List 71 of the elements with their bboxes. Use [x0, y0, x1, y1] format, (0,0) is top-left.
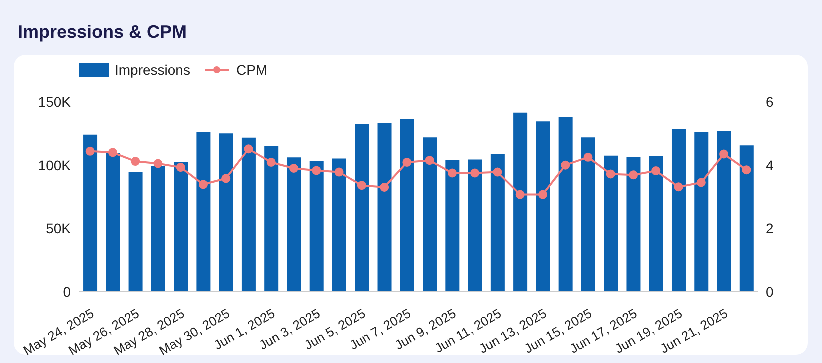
- bar: [672, 129, 686, 292]
- chart-title: Impressions & CPM: [18, 22, 188, 43]
- point: [652, 166, 661, 176]
- bar: [468, 160, 482, 292]
- legend-label: Impressions: [114, 62, 190, 78]
- y-tick-label: 100K: [38, 157, 72, 174]
- point: [425, 156, 434, 166]
- point: [448, 168, 457, 178]
- bar: [536, 122, 550, 292]
- point: [561, 160, 570, 170]
- bar: [264, 146, 279, 292]
- point: [606, 170, 616, 179]
- y-tick-label: 150K: [38, 94, 72, 110]
- bar: [310, 162, 324, 292]
- point: [154, 159, 163, 168]
- point: [402, 158, 412, 167]
- point: [470, 168, 480, 178]
- y2-tick-label: 4: [766, 157, 774, 174]
- point: [720, 150, 729, 159]
- bar: [490, 154, 505, 292]
- point: [312, 166, 322, 176]
- point: [380, 183, 390, 192]
- bar: [196, 132, 211, 292]
- bar: [717, 131, 732, 292]
- bar: [400, 119, 414, 292]
- point: [742, 166, 752, 175]
- point: [266, 158, 276, 167]
- point: [108, 148, 118, 158]
- point: [334, 168, 344, 177]
- legend-label: CPM: [235, 62, 268, 78]
- bar: [446, 160, 460, 292]
- bar: [626, 157, 641, 292]
- point: [198, 180, 208, 190]
- point: [176, 163, 186, 172]
- point: [357, 181, 366, 190]
- point: [290, 164, 299, 173]
- bar: [128, 172, 143, 292]
- bar: [558, 116, 573, 292]
- point: [674, 182, 684, 192]
- bar: [355, 124, 370, 292]
- bar: [649, 156, 664, 292]
- bar: [604, 156, 618, 292]
- point: [131, 157, 140, 166]
- point: [493, 168, 502, 177]
- bar: [219, 134, 234, 292]
- bar: [106, 153, 120, 292]
- y2-tick-label: 0: [766, 284, 774, 300]
- bar: [581, 138, 596, 292]
- point: [86, 146, 95, 156]
- bar: [514, 112, 528, 292]
- bar: [151, 166, 166, 292]
- point: [584, 152, 593, 162]
- y2-tick-label: 6: [766, 94, 774, 110]
- point: [222, 174, 231, 184]
- point: [538, 190, 548, 200]
- bar: [84, 134, 98, 292]
- bar: [287, 158, 302, 292]
- point: [629, 170, 638, 180]
- bar: [694, 132, 709, 292]
- bar: [174, 162, 188, 292]
- point: [244, 144, 254, 154]
- y2-tick-label: 2: [766, 220, 774, 237]
- bar: [332, 158, 346, 292]
- bar: [740, 146, 754, 292]
- bar: [423, 138, 438, 292]
- point: [516, 190, 525, 200]
- bar: [242, 138, 256, 292]
- bar: [378, 123, 392, 292]
- y-tick-label: 0: [63, 284, 72, 300]
- y-tick-label: 50K: [46, 220, 72, 237]
- point: [696, 178, 706, 188]
